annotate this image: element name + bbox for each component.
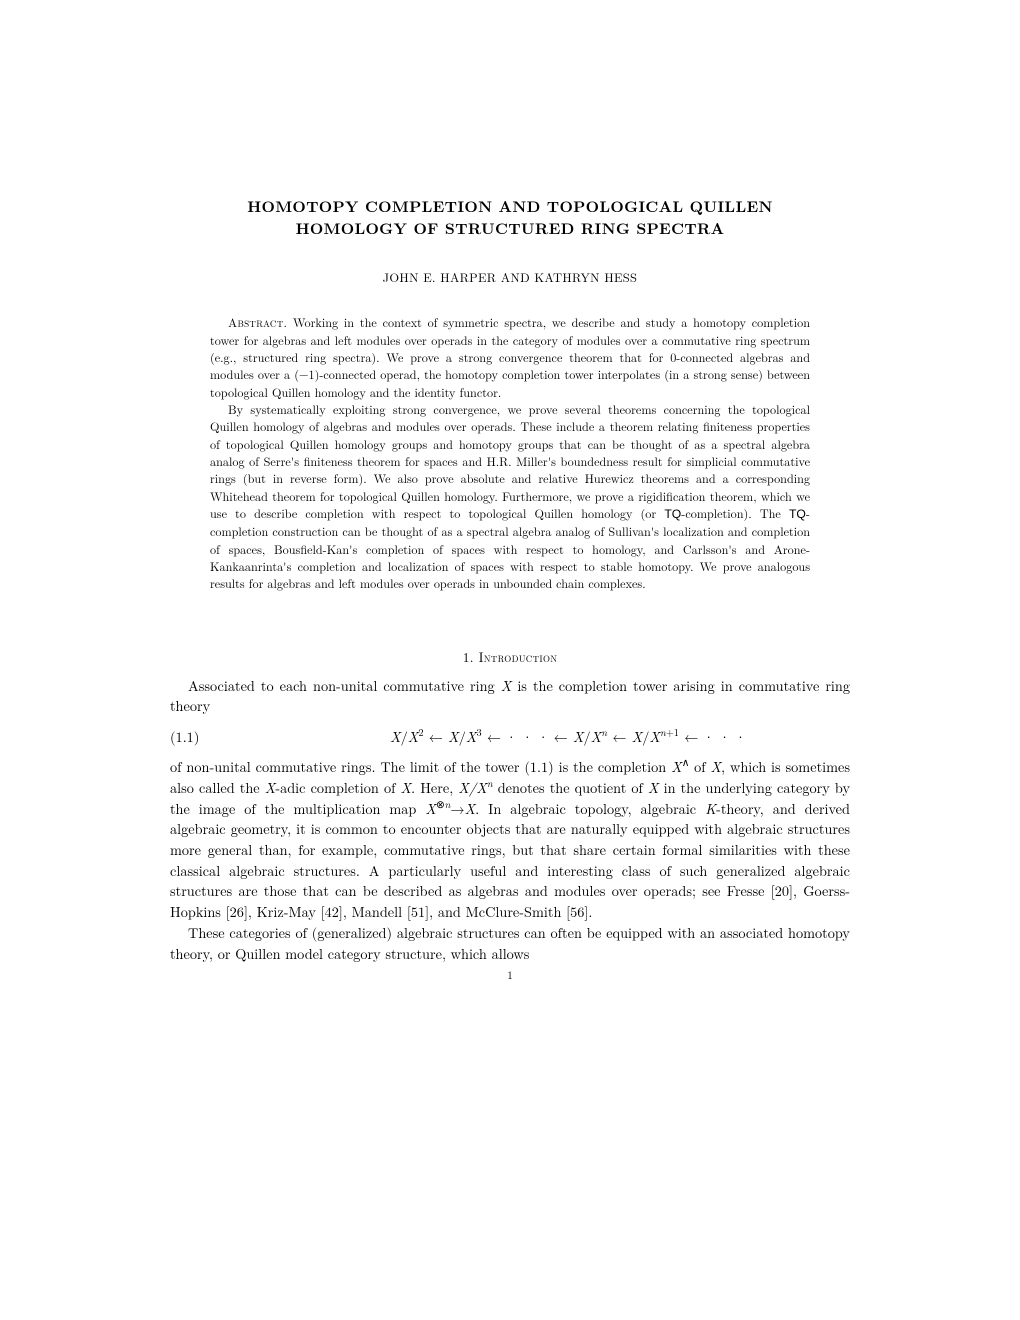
- intro-text-2e: . Here,: [411, 778, 458, 798]
- math-xhat: X: [671, 757, 682, 777]
- abstract-paragraph-1: Abstract. Working in the context of symm…: [210, 314, 810, 401]
- math-x-6: X: [465, 799, 476, 819]
- abstract-heading: Abstract.: [228, 313, 287, 331]
- equation-body: X/X2 ← X/X3 ← · · · ← X/Xn ← X/Xn+1 ← · …: [286, 727, 850, 747]
- intro-text-2a: of non-unital commutative rings. The lim…: [170, 757, 671, 777]
- abstract-text-1: Working in the context of symmetric spec…: [210, 313, 810, 400]
- math-x-5: X: [648, 778, 659, 798]
- intro-text-2b: of: [689, 757, 710, 777]
- intro-paragraph-2: of non-unital commutative rings. The lim…: [170, 757, 850, 923]
- math-xxn: X/Xn: [458, 778, 492, 798]
- math-x-2: X: [711, 757, 722, 777]
- math-k: K: [705, 799, 716, 819]
- section-1-heading: 1. Introduction: [170, 647, 850, 666]
- intro-text-2d: -adic completion of: [275, 778, 400, 798]
- title-line-2: HOMOLOGY OF STRUCTURED RING SPECTRA: [296, 216, 725, 239]
- intro-text-1a: Associated to each non-unital commutativ…: [188, 676, 501, 696]
- math-xotimes: X⊗n: [425, 799, 450, 819]
- abstract-paragraph-2: By systematically exploiting strong conv…: [210, 401, 810, 593]
- math-x-4: X: [401, 778, 412, 798]
- intro-paragraph-3: These categories of (generalized) algebr…: [170, 923, 850, 964]
- math-x-1: X: [501, 676, 512, 696]
- abstract-block: Abstract. Working in the context of symm…: [170, 314, 850, 592]
- abstract-text-2b: -completion). The: [681, 504, 789, 522]
- title-line-1: HOMOTOPY COMPLETION AND TOPOLOGICAL QUIL…: [247, 194, 773, 217]
- page-container: HOMOTOPY COMPLETION AND TOPOLOGICAL QUIL…: [0, 0, 1020, 1043]
- tq-label-1: TQ: [664, 507, 681, 521]
- paper-title: HOMOTOPY COMPLETION AND TOPOLOGICAL QUIL…: [170, 195, 850, 238]
- intro-text-2h: . In algebraic topology, algebraic: [475, 799, 705, 819]
- page-number: 1: [170, 968, 850, 983]
- equation-1-1: (1.1) X/X2 ← X/X3 ← · · · ← X/Xn ← X/Xn+…: [170, 727, 850, 747]
- math-x-3: X: [265, 778, 276, 798]
- equation-number: (1.1): [170, 727, 286, 747]
- math-arrow: →: [450, 799, 464, 819]
- intro-paragraph-1: Associated to each non-unital commutativ…: [170, 676, 850, 717]
- authors-line: JOHN E. HARPER AND KATHRYN HESS: [170, 268, 850, 286]
- tq-label-2: TQ: [789, 507, 806, 521]
- intro-text-2f: denotes the quotient of: [493, 778, 648, 798]
